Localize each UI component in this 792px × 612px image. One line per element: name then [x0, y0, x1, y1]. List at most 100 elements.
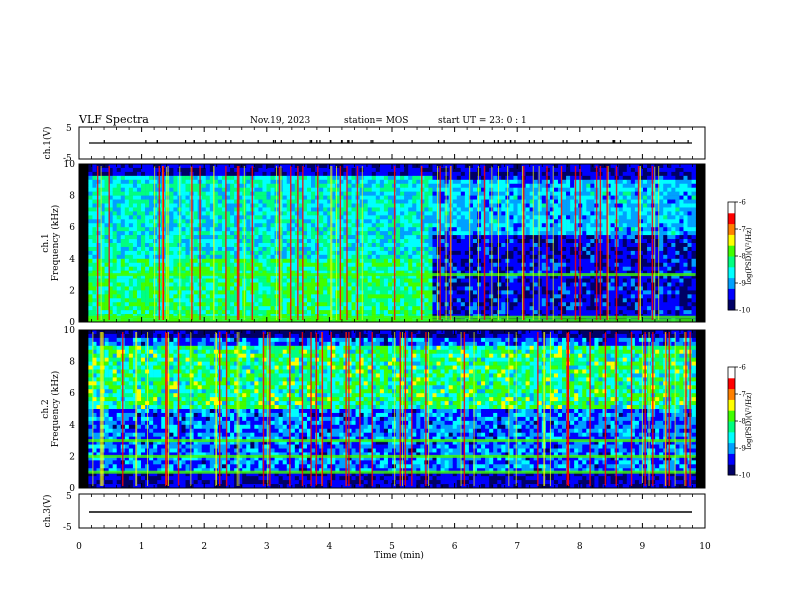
spec-cell [221, 274, 227, 279]
spec-cell [379, 187, 385, 192]
spec-cell [201, 207, 207, 212]
spec-cell [108, 164, 113, 169]
spec-cell [570, 290, 575, 295]
spec-cell [124, 179, 130, 185]
spec-cell [331, 231, 336, 236]
spec-cell [294, 310, 300, 315]
spec-cell [100, 183, 105, 188]
spec-cell [481, 250, 486, 256]
spec-cell [221, 302, 227, 307]
spec-cell [327, 258, 332, 264]
spec-cell [306, 250, 312, 256]
spec-cell [116, 254, 122, 260]
spec-cell [173, 223, 178, 228]
spec-cell [226, 306, 231, 311]
spec-cell [404, 235, 409, 240]
spec-cell [145, 239, 150, 244]
spec-cell [290, 254, 296, 260]
spec-cell [383, 207, 389, 212]
spec-cell [201, 183, 207, 188]
spec-cell [116, 211, 122, 216]
spec-cell [408, 187, 413, 192]
spec-cell [319, 223, 324, 228]
spec-cell [383, 302, 389, 307]
spec-cell [230, 235, 235, 240]
spec-cell [258, 262, 263, 267]
spec-cell [343, 199, 348, 204]
spec-cell [456, 167, 462, 173]
spec-cell [396, 243, 401, 248]
spec-cell [100, 211, 105, 216]
spec-cell [400, 274, 405, 279]
spec-cell [193, 227, 198, 232]
spec-cell [112, 290, 118, 295]
spec-cell [404, 250, 409, 256]
spec-cell [456, 211, 462, 216]
spec-cell [286, 278, 292, 283]
spec-cell [351, 310, 356, 315]
spec-cell [574, 219, 579, 224]
spec-cell [529, 286, 534, 291]
spec-cell [286, 270, 292, 275]
spec-cell [213, 278, 219, 283]
spec-cell [387, 258, 393, 264]
spec-cell [282, 231, 288, 236]
spec-cell [266, 262, 271, 267]
spec-cell [209, 179, 215, 185]
date-label: Nov.19, 2023 [250, 116, 311, 126]
spec-cell [104, 262, 109, 267]
spec-cell [347, 167, 352, 173]
spec-cell [497, 282, 502, 287]
spec-cell [181, 239, 186, 244]
spec-cell [517, 298, 522, 303]
spec-cell [566, 298, 571, 303]
spec-cell [351, 270, 356, 275]
spec-cell [343, 207, 348, 212]
spec-cell [408, 199, 413, 204]
spec-cell [404, 274, 409, 279]
spec-cell [412, 207, 417, 212]
spec-cell [468, 274, 474, 279]
spec-cell [570, 219, 575, 224]
spec-cell [262, 254, 267, 260]
spec-cell [363, 195, 369, 200]
spec-cell [136, 298, 142, 303]
spec-cell [460, 243, 466, 248]
spec-cell [420, 254, 425, 260]
spec-cell [493, 235, 498, 240]
spec-cell [311, 235, 316, 240]
spec-cell [136, 286, 142, 291]
spec-cell [444, 187, 449, 192]
spec-cell [396, 306, 401, 311]
spec-cell [347, 203, 352, 208]
spec-cell [213, 235, 219, 240]
spec-cell [96, 195, 101, 200]
spec-cell [230, 171, 235, 177]
spec-cell [226, 262, 231, 267]
spec-cell [351, 167, 356, 173]
spec-cell [331, 302, 336, 307]
spec-cell [282, 215, 288, 220]
spec-cell [120, 235, 126, 240]
spec-cell [379, 203, 385, 208]
spec-cell [440, 199, 445, 204]
spec-cell [460, 310, 466, 315]
spec-cell [460, 171, 466, 177]
spec-cell [416, 254, 421, 260]
spec-cell [302, 227, 308, 232]
spec-cell [185, 243, 190, 248]
spec-cell [375, 246, 381, 252]
spec-cell [379, 231, 385, 236]
spec-cell [468, 195, 474, 200]
spec-cell [270, 262, 275, 267]
spec-cell [201, 258, 207, 264]
spec-cell [481, 203, 486, 208]
spec-cell [387, 211, 393, 216]
spec-cell [124, 290, 130, 295]
spec-cell [566, 171, 571, 177]
spec-cell [553, 164, 559, 169]
spec-cell [230, 278, 235, 283]
spec-cell [226, 171, 231, 177]
spec-cell [165, 207, 170, 212]
spec-cell [477, 207, 482, 212]
